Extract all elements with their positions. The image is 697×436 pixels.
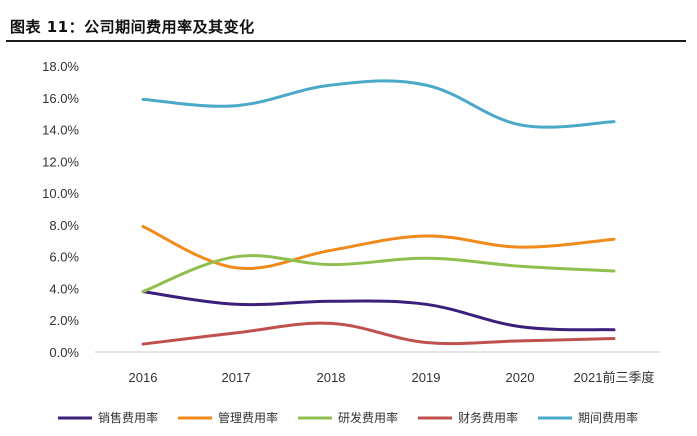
x-tick-label: 2021前三季度: [574, 370, 655, 385]
y-tick-label: 2.0%: [49, 313, 79, 328]
y-axis: 0.0% 2.0% 4.0% 6.0% 8.0% 10.0% 12.0% 14.0% 16.0%…: [42, 59, 79, 360]
legend-label: 销售费用率: [98, 410, 158, 425]
legend-label: 期间费用率: [578, 410, 638, 425]
y-tick-label: 18.0%: [42, 59, 79, 74]
x-axis: 2016 2017 2018 2019 2020 2021前三季度: [129, 370, 655, 385]
x-tick-label: 2018: [317, 370, 346, 385]
series-line-4: [141, 321, 616, 346]
series-line-1: [141, 290, 616, 332]
y-tick-label: 16.0%: [42, 91, 79, 106]
legend-label: 研发费用率: [338, 410, 398, 425]
legend-label: 管理费用率: [218, 410, 278, 425]
series-line-2: [141, 224, 616, 270]
y-tick-label: 14.0%: [42, 123, 79, 138]
series-line-5: [141, 79, 616, 129]
y-tick-label: 4.0%: [49, 281, 79, 296]
y-tick-label: 12.0%: [42, 154, 79, 169]
y-tick-label: 10.0%: [42, 186, 79, 201]
legend: 销售费用率 管理费用率 研发费用率 财务费用率 期间费用率: [58, 410, 638, 425]
chart-title: 图表 11：公司期间费用率及其变化: [10, 18, 255, 36]
y-tick-label: 0.0%: [49, 345, 79, 360]
y-tick-label: 6.0%: [49, 250, 79, 265]
x-tick-label: 2019: [412, 370, 441, 385]
series-line-3: [141, 254, 616, 294]
x-tick-label: 2017: [222, 370, 251, 385]
title-bar: [6, 6, 686, 42]
x-tick-label: 2020: [506, 370, 535, 385]
series-lines: [141, 79, 616, 346]
legend-label: 财务费用率: [458, 410, 518, 425]
x-tick-label: 2016: [129, 370, 158, 385]
y-tick-label: 8.0%: [49, 218, 79, 233]
